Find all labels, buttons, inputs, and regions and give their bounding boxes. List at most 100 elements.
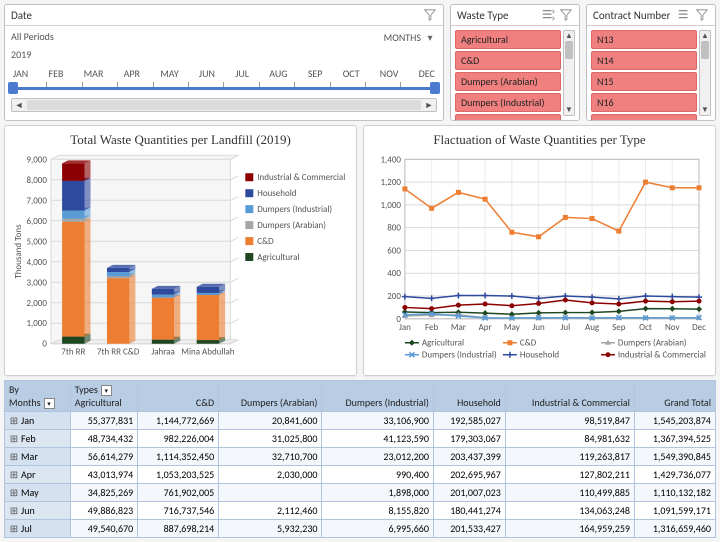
pivot-row-label[interactable]: ⊞Jul — [5, 520, 71, 538]
clear-filter-icon[interactable] — [423, 8, 437, 22]
dropdown-icon[interactable]: ▾ — [44, 398, 55, 409]
pivot-row: ⊞Jun49,886,823716,737,5462,112,4608,155,… — [5, 502, 716, 520]
contract-slicer-panel: Contract Number N13N14N15N16N17 ▲▼ — [586, 4, 716, 121]
svg-text:600: 600 — [387, 245, 401, 256]
pivot-cell: 1,144,772,669 — [138, 412, 219, 430]
scroll-down-arrow[interactable]: ▼ — [700, 105, 710, 115]
month-label: JAN — [13, 67, 28, 80]
expand-icon[interactable]: ⊞ — [9, 504, 19, 517]
expand-icon[interactable]: ⊞ — [9, 486, 19, 499]
slider-thumb-right[interactable] — [430, 82, 440, 94]
multiselect-icon[interactable] — [541, 8, 555, 22]
date-units-label[interactable]: MONTHS — [384, 31, 421, 44]
pivot-row-label[interactable]: ⊞Jun — [5, 502, 71, 520]
waste-type-slicer-panel: Waste Type Agricultural C&D Dumpers (Arabi… — [450, 4, 580, 121]
scroll-up-arrow[interactable]: ▲ — [700, 31, 710, 41]
timeline-month-labels: JANFEBMARAPRMAYJUNJULAUGSEPOCTNOVDEC — [11, 63, 437, 82]
scroll-up-arrow[interactable]: ▲ — [564, 31, 574, 41]
pivot-cell: 1,316,659,460 — [634, 520, 715, 538]
clear-filter-icon[interactable] — [559, 8, 573, 22]
svg-text:1,200: 1,200 — [380, 177, 401, 188]
pivot-cell — [219, 484, 322, 502]
pivot-col-header: Dumpers (Arabian) — [219, 381, 322, 412]
pivot-cell: 180,441,274 — [433, 502, 505, 520]
pivot-cell: 2,112,460 — [219, 502, 322, 520]
clear-filter-icon[interactable] — [695, 8, 709, 22]
pivot-col-header: Dumpers (Industrial) — [322, 381, 433, 412]
pivot-row-label[interactable]: ⊞Feb — [5, 430, 71, 448]
pivot-cell: 761,902,005 — [138, 484, 219, 502]
pivot-cell: 1,110,132,182 — [634, 484, 715, 502]
pivot-cell: 179,303,067 — [433, 430, 505, 448]
slicer-scrollbar[interactable]: ▲▼ — [563, 30, 575, 116]
slicer-item[interactable]: N14 — [591, 51, 697, 70]
pivot-cell: 48,734,432 — [70, 430, 138, 448]
svg-text:C&D: C&D — [520, 338, 537, 349]
svg-text:7th RR C&D: 7th RR C&D — [97, 347, 140, 358]
pivot-row-label[interactable]: ⊞Jan — [5, 412, 71, 430]
expand-icon[interactable]: ⊞ — [9, 450, 19, 463]
svg-text:Jan: Jan — [399, 322, 411, 333]
pivot-col-field[interactable]: Types▾Agricultural — [70, 381, 138, 412]
svg-text:Household: Household — [520, 350, 559, 361]
multiselect-icon[interactable] — [677, 8, 691, 22]
svg-text:Mar: Mar — [451, 322, 466, 333]
slicer-item[interactable]: C&D — [455, 51, 561, 70]
expand-icon[interactable]: ⊞ — [9, 468, 19, 481]
contract-title: Contract Number — [593, 9, 670, 22]
svg-text:Aug: Aug — [585, 322, 600, 333]
slicer-item[interactable]: Agricultural — [455, 30, 561, 49]
date-slicer-panel: Date All Periods MONTHS▾ 2019 JANFEBMARA… — [4, 4, 444, 121]
scroll-right-arrow[interactable]: ► — [422, 100, 436, 111]
pivot-cell: 5,932,230 — [219, 520, 322, 538]
slicer-item[interactable]: Dumpers (Industrial) — [455, 93, 561, 112]
expand-icon[interactable]: ⊞ — [9, 522, 19, 535]
waste-type-title: Waste Type — [457, 9, 508, 22]
line-chart-title: Flactuation of Waste Quantities per Type — [370, 130, 709, 152]
line-chart: 02004006008001,0001,2001,400JanFebMarApr… — [370, 152, 709, 371]
line-chart-card: Flactuation of Waste Quantities per Type… — [363, 125, 716, 376]
svg-text:1,000: 1,000 — [26, 318, 47, 329]
slider-thumb-left[interactable] — [8, 82, 18, 94]
pivot-col-header: Household — [433, 381, 505, 412]
pivot-row-field[interactable]: ByMonths▾ — [5, 381, 71, 412]
pivot-row-label[interactable]: ⊞May — [5, 484, 71, 502]
pivot-table-region: ByMonths▾Types▾AgriculturalC&DDumpers (A… — [0, 380, 720, 542]
slicer-item[interactable]: Dumpers (Arabian) — [455, 72, 561, 91]
scroll-left-arrow[interactable]: ◄ — [12, 100, 26, 111]
pivot-row-label[interactable]: ⊞Apr — [5, 466, 71, 484]
pivot-cell: 887,698,214 — [138, 520, 219, 538]
pivot-row-label[interactable]: ⊞Mar — [5, 448, 71, 466]
bar-chart-card: Total Waste Quantities per Landfill (201… — [4, 125, 357, 376]
slicer-item[interactable]: N15 — [591, 72, 697, 91]
pivot-cell: 1,898,000 — [322, 484, 433, 502]
expand-icon[interactable]: ⊞ — [9, 414, 19, 427]
expand-icon[interactable]: ⊞ — [9, 432, 19, 445]
dropdown-icon[interactable]: ▾ — [101, 385, 112, 396]
svg-text:5,000: 5,000 — [26, 236, 47, 247]
timeline-scrollbar[interactable]: ◄ ► — [11, 98, 437, 112]
slicer-item[interactable]: N16 — [591, 93, 697, 112]
pivot-cell: 1,114,352,450 — [138, 448, 219, 466]
scroll-thumb[interactable] — [27, 100, 421, 110]
slicer-item[interactable]: N17 — [591, 114, 697, 120]
svg-text:1,000: 1,000 — [380, 200, 401, 211]
pivot-cell: 49,886,823 — [70, 502, 138, 520]
pivot-row: ⊞May34,825,269761,902,0051,898,000201,00… — [5, 484, 716, 502]
pivot-cell: 20,841,600 — [219, 412, 322, 430]
slicer-scrollbar[interactable]: ▲▼ — [699, 30, 711, 116]
svg-text:Dec: Dec — [692, 322, 706, 333]
slicer-item[interactable]: Household — [455, 114, 561, 120]
pivot-cell: 1,053,203,525 — [138, 466, 219, 484]
chevron-down-icon[interactable]: ▾ — [423, 30, 437, 44]
scroll-thumb[interactable] — [565, 41, 573, 59]
timeline-slider[interactable] — [11, 84, 437, 92]
pivot-cell: 164,959,259 — [505, 520, 634, 538]
slicer-item[interactable]: N13 — [591, 30, 697, 49]
scroll-thumb[interactable] — [701, 41, 709, 59]
month-label: NOV — [380, 67, 399, 80]
svg-text:Nov: Nov — [665, 322, 680, 333]
pivot-col-header: Industrial & Commercial — [505, 381, 634, 412]
svg-text:Household: Household — [257, 188, 296, 199]
scroll-down-arrow[interactable]: ▼ — [564, 105, 574, 115]
